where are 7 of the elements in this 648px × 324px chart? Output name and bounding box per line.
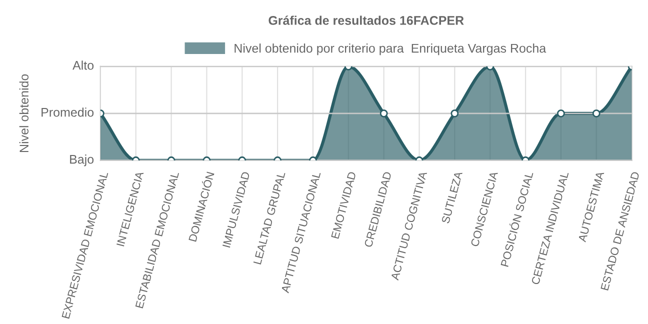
ref-line-label: Promedio	[42, 108, 94, 117]
ref-line-label: Bajo	[70, 154, 94, 166]
ref-line-label: Alto	[72, 60, 94, 70]
y-axis-title: Nivel obtenido	[19, 74, 29, 152]
legend-label: Nivel obtenido por criterio para Enriqueta Vargas Rocha	[234, 44, 546, 56]
chart-title: Gráfica de resultados 16FACPER	[268, 16, 464, 25]
x-tick-label: LEALTAD GRUPAL	[253, 171, 286, 264]
